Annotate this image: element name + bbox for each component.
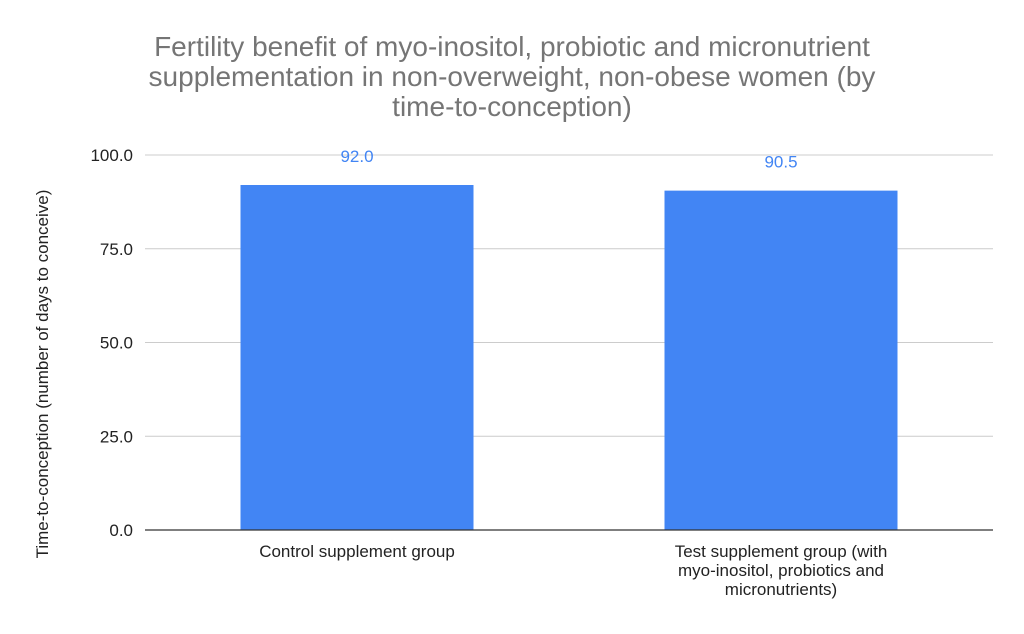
data-label: 92.0 <box>340 147 373 166</box>
x-category-label: micronutrients) <box>725 580 837 599</box>
chart-title-line: supplementation in non-overweight, non-o… <box>149 61 876 92</box>
bar <box>240 185 474 530</box>
y-axis-ticks: 0.0 25.0 50.0 75.0 100.0 <box>90 146 133 540</box>
chart-title: Fertility benefit of myo-inositol, probi… <box>149 31 876 122</box>
bars <box>240 185 898 530</box>
y-tick-label: 50.0 <box>100 334 133 353</box>
y-tick-label: 100.0 <box>90 146 133 165</box>
bar <box>664 190 898 530</box>
y-tick-label: 25.0 <box>100 427 133 446</box>
chart-title-line: Fertility benefit of myo-inositol, probi… <box>154 31 870 62</box>
x-category-label: Control supplement group <box>259 542 455 561</box>
x-category-label: Test supplement group (with <box>675 542 888 561</box>
y-axis-title: Time-to-conception (number of days to co… <box>33 190 52 559</box>
data-labels: 92.0 90.5 <box>340 147 797 172</box>
data-label: 90.5 <box>764 153 797 172</box>
y-tick-label: 0.0 <box>109 521 133 540</box>
x-category-label: myo-inositol, probiotics and <box>678 561 884 580</box>
chart-title-line: time-to-conception) <box>392 91 632 122</box>
y-tick-label: 75.0 <box>100 240 133 259</box>
x-axis-categories: Control supplement group Test supplement … <box>259 542 887 599</box>
